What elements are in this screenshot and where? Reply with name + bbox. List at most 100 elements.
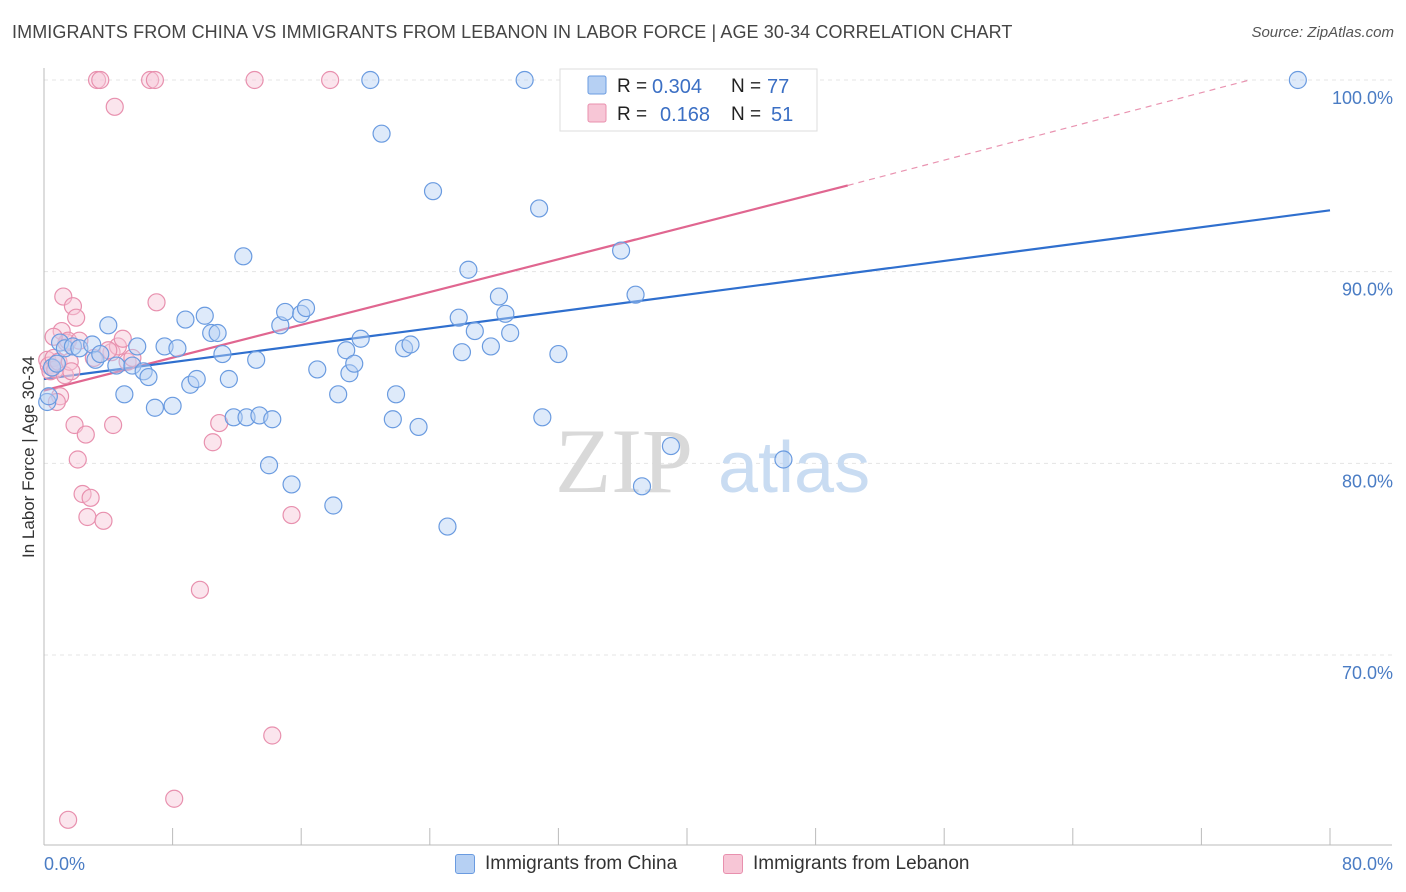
point-china	[383, 410, 402, 429]
point-china	[115, 385, 134, 404]
legend-china-n-value: 77	[767, 76, 789, 98]
point-lebanon	[190, 580, 210, 599]
point-lebanon	[81, 488, 100, 507]
point-china	[465, 321, 484, 341]
source-label: Source: ZipAtlas.com	[1251, 24, 1394, 41]
legend-item-china[interactable]: Immigrants from China	[455, 851, 677, 877]
point-lebanon	[63, 297, 83, 316]
y-axis-label: In Labor Force | Age 30-34	[19, 356, 38, 558]
point-lebanon	[76, 425, 95, 444]
legend-label-china: Immigrants from China	[485, 853, 678, 874]
point-china	[1288, 70, 1307, 90]
point-lebanon	[68, 450, 87, 469]
legend-lebanon-n-value: 51	[771, 104, 793, 126]
legend-lebanon-r-value: 0.168	[660, 104, 710, 126]
legend-lebanon-r-label: R =	[617, 104, 647, 125]
point-china	[337, 341, 356, 360]
point-china	[219, 369, 238, 389]
point-lebanon	[321, 70, 340, 90]
y-tick-label: 70.0%	[1342, 663, 1393, 683]
point-china	[234, 247, 253, 266]
legend-china-swatch	[587, 75, 607, 95]
point-china	[168, 339, 187, 358]
point-lebanon	[91, 70, 110, 90]
point-china	[213, 344, 232, 364]
legend-swatch-lebanon	[723, 854, 743, 874]
point-lebanon	[104, 415, 123, 435]
point-lebanon	[113, 329, 132, 348]
point-china	[139, 367, 158, 387]
trend-line-china	[43, 209, 1331, 381]
point-lebanon	[78, 507, 97, 527]
point-lebanon	[263, 726, 282, 745]
point-china	[632, 477, 652, 496]
watermark-zip: ZIP	[555, 410, 693, 512]
point-lebanon	[140, 70, 160, 90]
point-china	[329, 385, 348, 404]
point-china	[452, 343, 472, 362]
point-china	[86, 350, 105, 369]
point-lebanon	[203, 433, 222, 452]
point-china	[549, 344, 568, 364]
china-points	[38, 70, 1307, 536]
point-china	[530, 199, 549, 218]
point-china	[195, 306, 214, 325]
point-china	[351, 329, 370, 348]
point-china	[774, 450, 793, 469]
point-china	[340, 364, 359, 383]
chart-title: IMMIGRANTS FROM CHINA VS IMMIGRANTS FROM…	[12, 22, 1013, 42]
point-china	[163, 396, 182, 415]
point-china	[39, 387, 58, 406]
point-china	[489, 287, 509, 306]
axes	[43, 68, 1392, 846]
legend-china-n-label: N =	[731, 76, 761, 97]
point-china	[501, 323, 520, 343]
point-china	[361, 70, 380, 90]
point-china	[208, 323, 227, 343]
legend-lebanon-swatch	[587, 103, 607, 123]
point-china	[496, 304, 515, 323]
point-china	[263, 410, 282, 429]
point-china	[459, 260, 478, 279]
point-china	[128, 337, 147, 356]
point-lebanon	[245, 70, 264, 90]
point-china	[423, 182, 443, 201]
point-china	[296, 298, 316, 318]
legend-bottom: Immigrants from China Immigrants from Le…	[0, 851, 1406, 881]
point-lebanon	[94, 511, 113, 530]
point-china	[145, 398, 165, 417]
point-china	[345, 354, 364, 373]
point-china	[99, 316, 118, 335]
point-china	[63, 337, 83, 356]
x-tick-label: 0.0%	[44, 854, 85, 874]
trend-line-lebanon-extension	[847, 79, 1250, 186]
legend-top: R = 0.304 N = 77 R = 0.168 N = 51	[559, 68, 818, 132]
point-china	[91, 344, 110, 364]
point-china	[515, 70, 534, 90]
legend-china-r-label: R =	[617, 76, 647, 97]
point-china	[449, 308, 468, 327]
point-china	[224, 408, 243, 427]
point-lebanon	[123, 348, 142, 368]
watermark-atlas: atlas	[718, 428, 870, 508]
point-china	[438, 517, 457, 536]
point-china	[409, 417, 428, 437]
point-china	[107, 356, 126, 375]
point-lebanon	[165, 789, 184, 808]
point-china	[276, 302, 295, 322]
point-china	[386, 385, 406, 404]
point-china	[626, 285, 645, 304]
point-china	[47, 354, 66, 373]
legend-item-lebanon[interactable]: Immigrants from Lebanon	[723, 851, 970, 877]
legend-lebanon-n-label: N =	[731, 104, 761, 125]
point-china	[481, 337, 500, 356]
point-china	[282, 475, 301, 494]
legend-label-lebanon: Immigrants from Lebanon	[753, 853, 970, 874]
y-tick-label: 80.0%	[1342, 471, 1393, 491]
point-china	[533, 408, 552, 427]
point-china	[271, 316, 290, 335]
point-china	[187, 369, 206, 389]
lebanon-points	[38, 70, 742, 829]
tick-labels: 100.0% 90.0% 80.0% 70.0% 0.0% 80.0%	[44, 88, 1393, 874]
